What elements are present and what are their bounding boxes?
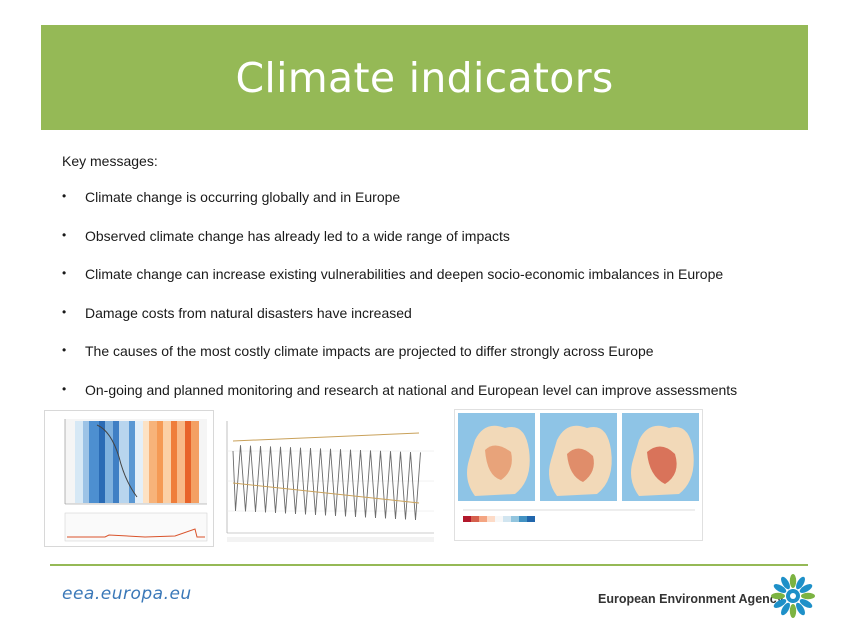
logo-petal bbox=[789, 574, 797, 588]
bullet-icon: • bbox=[62, 266, 67, 280]
map-panel bbox=[458, 413, 535, 501]
cool-stripes bbox=[75, 421, 143, 503]
logo-petal bbox=[771, 592, 785, 600]
logo-petal bbox=[773, 599, 787, 608]
eea-swirl-logo-icon bbox=[771, 574, 815, 618]
message-text: On-going and planned monitoring and rese… bbox=[85, 382, 738, 398]
logo-petal bbox=[781, 602, 790, 616]
map-panel bbox=[622, 413, 699, 501]
temperature-stripes-figure bbox=[44, 410, 214, 547]
website-link[interactable]: eea.europa.eu bbox=[62, 584, 192, 604]
logo-petal bbox=[789, 604, 797, 618]
title-banner: Climate indicators bbox=[41, 25, 808, 130]
logo-petal bbox=[801, 592, 815, 600]
logo-petal bbox=[773, 584, 787, 593]
logo-petal bbox=[796, 602, 805, 616]
warm-stripes bbox=[143, 421, 199, 503]
europe-maps-graphic bbox=[458, 413, 699, 522]
message-text: Damage costs from natural disasters have… bbox=[85, 305, 412, 321]
time-series-figure bbox=[219, 411, 439, 544]
bullet-icon: • bbox=[62, 305, 67, 319]
message-text: The causes of the most costly climate im… bbox=[85, 343, 654, 359]
footer-divider bbox=[50, 564, 808, 566]
logo-petal bbox=[796, 576, 805, 590]
bullet-icon: • bbox=[62, 189, 67, 203]
key-messages-label: Key messages: bbox=[62, 153, 158, 169]
bullet-icon: • bbox=[62, 343, 67, 357]
map-panel bbox=[540, 413, 617, 501]
logo-petal bbox=[799, 584, 813, 593]
temperature-stripes-graphic bbox=[64, 419, 208, 542]
message-text: Climate change is occurring globally and… bbox=[85, 189, 401, 205]
organization-name: European Environment Agency bbox=[598, 592, 784, 606]
logo-petal bbox=[799, 599, 813, 608]
page-title: Climate indicators bbox=[235, 53, 614, 102]
europe-maps-figure bbox=[454, 409, 703, 541]
bullet-icon: • bbox=[62, 382, 67, 396]
bullet-icon: • bbox=[62, 228, 67, 242]
time-series-graphic bbox=[226, 421, 434, 542]
message-text: Observed climate change has already led … bbox=[85, 228, 510, 244]
map-legend bbox=[463, 516, 535, 522]
logo-petal bbox=[781, 576, 790, 590]
message-text: Climate change can increase existing vul… bbox=[85, 266, 724, 282]
